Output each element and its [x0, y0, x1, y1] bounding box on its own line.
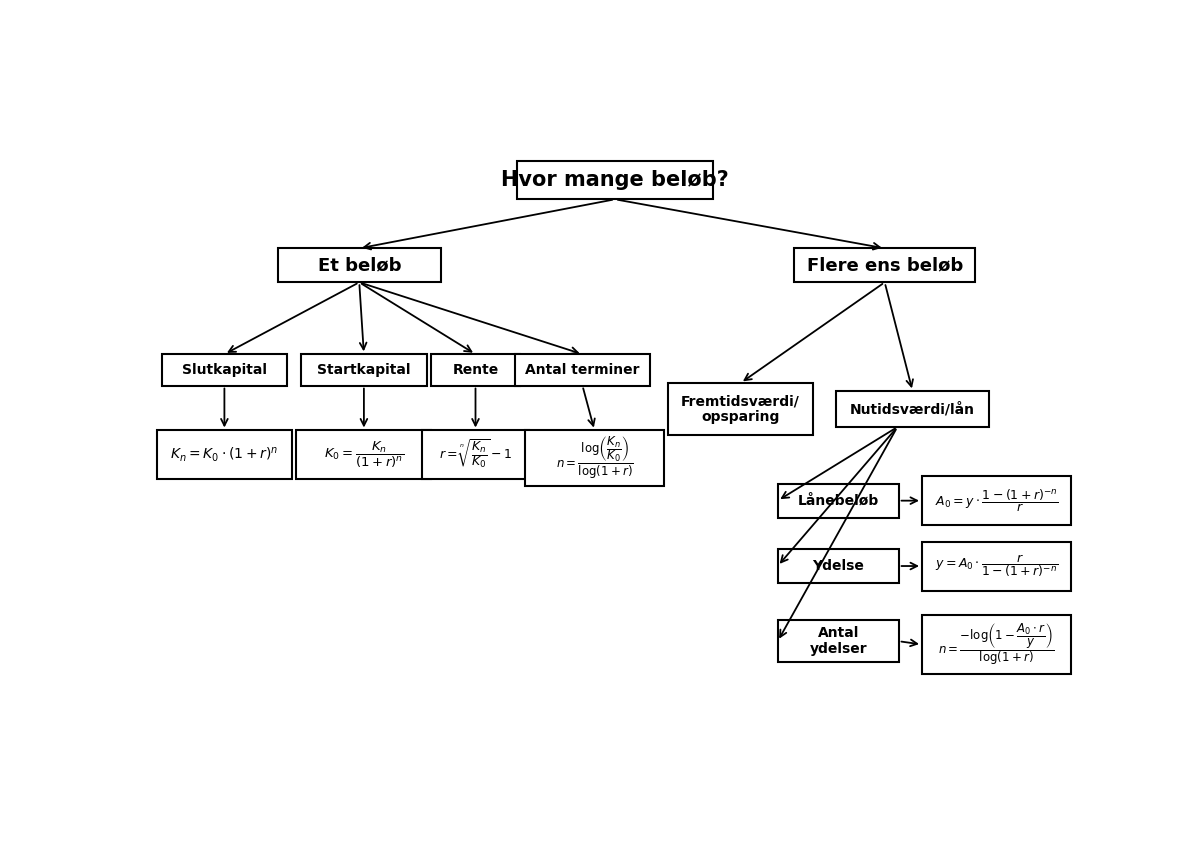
- Text: Slutkapital: Slutkapital: [182, 363, 266, 377]
- FancyBboxPatch shape: [922, 615, 1070, 674]
- FancyBboxPatch shape: [422, 430, 529, 480]
- Text: Startkapital: Startkapital: [317, 363, 410, 377]
- Text: $n=\dfrac{\log\!\left(\dfrac{K_n}{K_0}\right)}{\log(1+r)}$: $n=\dfrac{\log\!\left(\dfrac{K_n}{K_0}\r…: [556, 435, 634, 481]
- Text: Flere ens beløb: Flere ens beløb: [806, 256, 962, 274]
- FancyBboxPatch shape: [524, 430, 665, 486]
- Text: Ydelse: Ydelse: [812, 559, 864, 573]
- FancyBboxPatch shape: [668, 383, 812, 436]
- Text: $r=\sqrt[n]{\dfrac{K_n}{K_0}}-1$: $r=\sqrt[n]{\dfrac{K_n}{K_0}}-1$: [439, 438, 512, 471]
- Text: Antal terminer: Antal terminer: [526, 363, 640, 377]
- Text: Hvor mange beløb?: Hvor mange beløb?: [502, 171, 728, 190]
- Text: $K_0=\dfrac{K_n}{(1+r)^n}$: $K_0=\dfrac{K_n}{(1+r)^n}$: [324, 440, 404, 470]
- Text: $K_n=K_0\cdot(1+r)^n$: $K_n=K_0\cdot(1+r)^n$: [170, 446, 278, 464]
- Text: Nutidsværdi/lån: Nutidsværdi/lån: [850, 402, 976, 416]
- FancyBboxPatch shape: [157, 430, 292, 480]
- FancyBboxPatch shape: [778, 549, 899, 583]
- FancyBboxPatch shape: [836, 391, 989, 427]
- Text: Antal
ydelser: Antal ydelser: [809, 626, 868, 656]
- FancyBboxPatch shape: [794, 248, 976, 283]
- FancyBboxPatch shape: [301, 354, 427, 385]
- FancyBboxPatch shape: [162, 354, 287, 385]
- FancyBboxPatch shape: [431, 354, 520, 385]
- FancyBboxPatch shape: [922, 476, 1070, 526]
- FancyBboxPatch shape: [778, 620, 899, 662]
- FancyBboxPatch shape: [922, 542, 1070, 591]
- FancyBboxPatch shape: [296, 430, 431, 480]
- Text: Rente: Rente: [452, 363, 499, 377]
- Text: $A_0=y\cdot\dfrac{1-(1+r)^{-n}}{r}$: $A_0=y\cdot\dfrac{1-(1+r)^{-n}}{r}$: [935, 487, 1058, 514]
- FancyBboxPatch shape: [278, 248, 440, 283]
- Text: $y=A_0\cdot\dfrac{r}{1-(1+r)^{-n}}$: $y=A_0\cdot\dfrac{r}{1-(1+r)^{-n}}$: [935, 553, 1058, 580]
- Text: $n=\dfrac{-\log\!\left(1-\dfrac{A_0\cdot r}{y}\right)}{\log(1+r)}$: $n=\dfrac{-\log\!\left(1-\dfrac{A_0\cdot…: [938, 621, 1055, 667]
- Text: Fremtidsværdi/
opsparing: Fremtidsværdi/ opsparing: [682, 394, 800, 424]
- FancyBboxPatch shape: [515, 354, 650, 385]
- FancyBboxPatch shape: [778, 484, 899, 518]
- Text: Et beløb: Et beløb: [318, 256, 401, 274]
- Text: Lånebeløb: Lånebeløb: [798, 493, 878, 508]
- FancyBboxPatch shape: [517, 161, 713, 200]
